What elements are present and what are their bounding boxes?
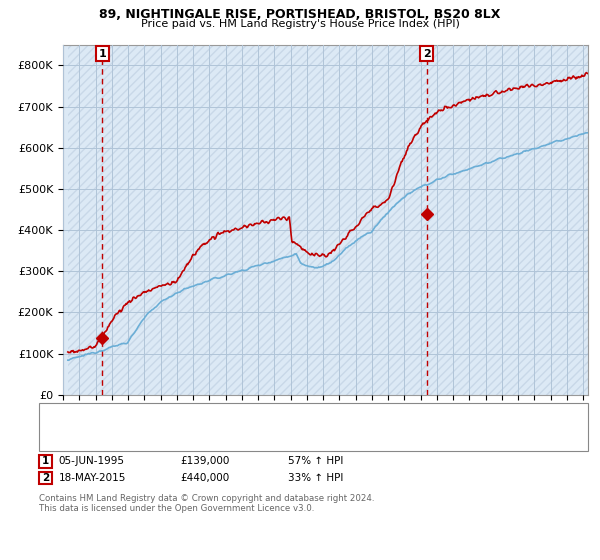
Text: 1: 1 bbox=[42, 456, 49, 466]
Text: 33% ↑ HPI: 33% ↑ HPI bbox=[288, 473, 343, 483]
Text: 57% ↑ HPI: 57% ↑ HPI bbox=[288, 456, 343, 466]
Text: 89, NIGHTINGALE RISE, PORTISHEAD, BRISTOL, BS20 8LX (detached house): 89, NIGHTINGALE RISE, PORTISHEAD, BRISTO… bbox=[78, 407, 447, 417]
Text: £139,000: £139,000 bbox=[180, 456, 229, 466]
Text: —: — bbox=[54, 425, 70, 440]
Text: £440,000: £440,000 bbox=[180, 473, 229, 483]
Text: 2: 2 bbox=[42, 473, 49, 483]
Text: HPI: Average price, detached house, North Somerset: HPI: Average price, detached house, Nort… bbox=[78, 427, 336, 437]
Text: Contains HM Land Registry data © Crown copyright and database right 2024.
This d: Contains HM Land Registry data © Crown c… bbox=[39, 494, 374, 514]
Text: 89, NIGHTINGALE RISE, PORTISHEAD, BRISTOL, BS20 8LX: 89, NIGHTINGALE RISE, PORTISHEAD, BRISTO… bbox=[100, 8, 500, 21]
Text: —: — bbox=[54, 405, 70, 419]
Text: 05-JUN-1995: 05-JUN-1995 bbox=[59, 456, 125, 466]
Text: 18-MAY-2015: 18-MAY-2015 bbox=[59, 473, 126, 483]
Text: 1: 1 bbox=[98, 49, 106, 59]
Text: 2: 2 bbox=[423, 49, 431, 59]
Text: Price paid vs. HM Land Registry's House Price Index (HPI): Price paid vs. HM Land Registry's House … bbox=[140, 19, 460, 29]
